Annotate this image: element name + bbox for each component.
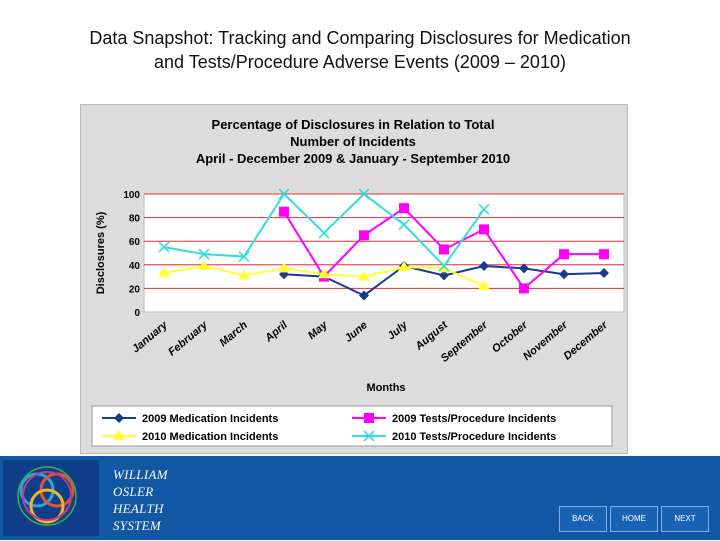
y-axis-label: Disclosures (%)	[95, 211, 107, 294]
legend-marker	[363, 430, 375, 442]
logo-emblem	[3, 460, 99, 536]
y-tick-label: 100	[123, 190, 140, 201]
slide-title-line-1: Data Snapshot: Tracking and Comparing Di…	[89, 28, 631, 48]
data-point	[359, 230, 369, 241]
data-point	[519, 263, 529, 274]
data-point	[278, 188, 290, 200]
legend: 2009 Medication Incidents 2009 Tests/Proc…	[102, 413, 556, 443]
data-point	[398, 219, 410, 231]
x-tick-label: March	[217, 319, 250, 349]
home-button[interactable]: HOME	[610, 506, 658, 532]
data-point	[438, 260, 450, 272]
data-point	[198, 259, 210, 270]
data-point	[559, 249, 569, 260]
series-group	[158, 188, 609, 301]
next-button[interactable]: NEXT	[661, 506, 709, 532]
logo-line: OSLER	[113, 484, 154, 499]
legend-label: 2010 Tests/Procedure Incidents	[392, 431, 556, 443]
x-tick-label: August	[412, 318, 451, 353]
grid-lines	[144, 193, 624, 289]
x-tick-label: July	[385, 319, 410, 343]
back-button[interactable]: BACK	[559, 506, 607, 532]
data-point	[398, 261, 410, 272]
data-point	[158, 241, 170, 253]
data-point	[478, 203, 490, 215]
y-tick-label: 0	[134, 308, 140, 319]
data-point	[278, 262, 290, 273]
x-tick-label: June	[343, 319, 370, 345]
data-point	[358, 270, 370, 281]
organization-name: WILLIAM OSLER HEALTH SYSTEM	[113, 466, 168, 534]
legend-item: 2010 Medication Incidents	[102, 430, 278, 443]
data-point	[399, 203, 409, 214]
data-point	[279, 269, 289, 280]
series-2	[279, 203, 609, 294]
data-point	[238, 250, 250, 263]
data-point	[599, 268, 609, 279]
legend-item: 2009 Tests/Procedure Incidents	[352, 413, 556, 425]
footer-bar: WILLIAM OSLER HEALTH SYSTEM BACK HOME NE…	[0, 456, 720, 540]
data-point	[359, 290, 369, 301]
data-point	[318, 268, 330, 279]
logo-line: SYSTEM	[113, 518, 162, 533]
data-point	[559, 269, 569, 280]
y-tick-label: 40	[129, 261, 141, 272]
legend-label: 2009 Medication Incidents	[142, 413, 278, 425]
slide-title-line-2: and Tests/Procedure Adverse Events (2009…	[154, 52, 566, 72]
series-4	[158, 188, 490, 272]
plot-area	[143, 193, 625, 313]
data-point	[599, 249, 609, 260]
data-point	[439, 270, 449, 281]
data-point	[478, 280, 490, 291]
series-3	[158, 259, 490, 291]
legend-item: 2009 Medication Incidents	[102, 413, 278, 425]
chart-title-line: April - December 2009 & January - Septem…	[196, 151, 510, 166]
legend-label: 2010 Medication Incidents	[142, 431, 278, 443]
data-point	[358, 188, 370, 200]
data-point	[279, 206, 289, 217]
y-tick-label: 80	[129, 214, 141, 225]
logo-rings-icon	[17, 466, 77, 526]
data-point	[238, 269, 250, 280]
data-point	[318, 227, 330, 239]
logo-line: HEALTH	[113, 501, 164, 516]
slide-title: Data Snapshot: Tracking and Comparing Di…	[0, 26, 720, 74]
y-tick-labels: 0 20 40 60 80 100	[123, 190, 140, 319]
legend-marker	[364, 413, 374, 423]
legend-item: 2010 Tests/Procedure Incidents	[352, 430, 556, 443]
data-point	[439, 244, 449, 255]
data-point	[158, 267, 170, 278]
data-point	[519, 283, 529, 294]
x-tick-label: December	[561, 319, 610, 363]
disclosures-line-chart: Percentage of Disclosures in Relation to…	[91, 117, 625, 447]
data-point	[198, 248, 210, 260]
legend-marker	[114, 413, 124, 423]
x-tick-label: May	[306, 319, 331, 343]
logo-line: WILLIAM	[113, 467, 168, 482]
y-tick-label: 60	[129, 237, 141, 248]
chart-title-line: Percentage of Disclosures in Relation to…	[212, 117, 495, 132]
y-tick-label: 20	[129, 284, 141, 295]
data-point	[479, 224, 489, 235]
chart-title: Percentage of Disclosures in Relation to…	[196, 117, 510, 166]
x-tick-label: February	[166, 319, 210, 359]
legend-box	[91, 405, 613, 447]
legend-marker	[113, 430, 125, 440]
x-tick-label: April	[262, 319, 290, 346]
data-point	[479, 260, 489, 271]
x-axis-label: Months	[366, 382, 405, 394]
chart-title-line: Number of Incidents	[290, 134, 416, 149]
x-tick-label: January	[130, 319, 171, 356]
legend-label: 2009 Tests/Procedure Incidents	[392, 413, 556, 425]
